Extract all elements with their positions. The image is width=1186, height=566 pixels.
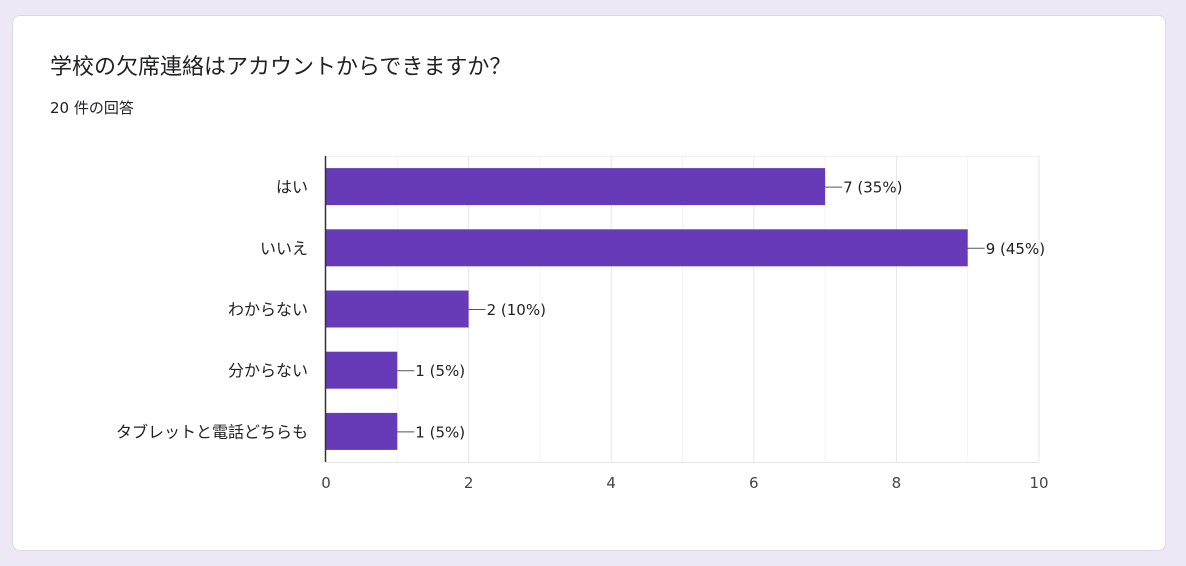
chart-labels: 0 2 4 6 8 10 はい 7 (35%) いいえ 9 (45%) わからない 2 (10%) 分か…	[116, 178, 1049, 492]
data-label: 1 (5%)	[415, 423, 465, 441]
bar-chart: 0 2 4 6 8 10 はい 7 (35%) いいえ 9 (45%) わからない 2 (10%) 分か…	[116, 156, 1049, 492]
category-label: わからない	[228, 300, 308, 319]
bar[interactable]	[326, 351, 398, 389]
x-tick-label: 4	[606, 474, 616, 492]
data-label: 2 (10%)	[487, 301, 546, 319]
bar[interactable]	[326, 290, 469, 328]
data-label: 9 (45%)	[986, 240, 1045, 258]
bar[interactable]	[326, 229, 968, 267]
response-count: 20 件の回答	[50, 99, 134, 117]
category-label: タブレットと電話どちらも	[116, 422, 308, 441]
x-tick-label: 10	[1029, 474, 1048, 492]
category-label: 分からない	[228, 361, 308, 380]
x-tick-label: 2	[464, 474, 474, 492]
question-card: 学校の欠席連絡はアカウントからできますか？ 20 件の回答 0 2 4 6 8 10 はい 7…	[12, 15, 1166, 551]
data-label: 7 (35%)	[843, 179, 902, 197]
x-tick-label: 0	[321, 474, 331, 492]
x-tick-label: 8	[892, 474, 902, 492]
data-label: 1 (5%)	[415, 362, 465, 380]
category-label: はい	[276, 178, 308, 197]
question-title: 学校の欠席連絡はアカウントからできますか？	[50, 55, 512, 80]
bar[interactable]	[326, 168, 826, 206]
category-label: いいえ	[260, 239, 308, 258]
x-tick-label: 6	[749, 474, 759, 492]
bar[interactable]	[326, 412, 398, 450]
chart-bars	[326, 168, 968, 450]
